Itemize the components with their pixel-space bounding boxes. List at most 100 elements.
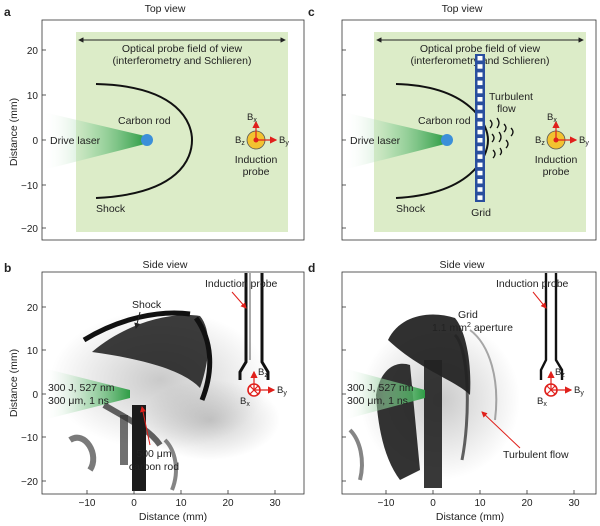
plot-frame (41, 19, 305, 241)
laser-label-2: 300 μm, 1 ns (48, 395, 109, 407)
shock-label: Shock (132, 299, 162, 311)
ytick-label: −10 (21, 181, 38, 192)
xtick-label: 30 (568, 498, 580, 509)
grid-aperture (477, 97, 483, 102)
turbulent-label-2: flow (497, 103, 516, 115)
ytick-label: 0 (32, 390, 38, 401)
laser-label-1: 300 J, 527 nm (347, 382, 414, 394)
turbulent-pointer (481, 411, 521, 449)
by-label: By (277, 385, 287, 397)
grid-aperture (477, 72, 483, 77)
turbulent-label-1: Turbulent (489, 91, 533, 103)
bx-label: Bx (537, 396, 547, 408)
fov-label-1: Optical probe field of view (122, 43, 243, 55)
carbon-rod (141, 134, 153, 146)
carbon-rod-label: Carbon rod (418, 115, 471, 127)
induction-label-1: Induction (535, 154, 578, 166)
grid-aperture (477, 162, 483, 168)
x-axis-label: Distance (mm) (139, 511, 207, 523)
grid-aperture (477, 146, 483, 151)
bx-label: Bz (235, 135, 245, 147)
turbulent-flow-marks (489, 117, 514, 159)
induction-label-2: probe (543, 166, 570, 178)
panel-title: Top view (442, 3, 483, 15)
xtick-label: −10 (378, 498, 395, 509)
plot-frame (341, 271, 597, 495)
drive-laser-label: Drive laser (50, 135, 101, 147)
rod-pointer (140, 406, 151, 446)
bz-label: Bz (258, 367, 268, 379)
xtick-label: 10 (474, 498, 486, 509)
by-label: By (579, 135, 589, 147)
ytick-label: 0 (32, 136, 38, 147)
carbon-rod (441, 134, 453, 146)
y-axis-label: Distance (mm) (8, 98, 20, 166)
x-axis-label: Distance (mm) (436, 511, 504, 523)
rod-label-1: 500 μm (136, 448, 171, 460)
drive-laser-beam (43, 368, 130, 420)
induction-label-1: Induction (235, 154, 278, 166)
shock-pointer (134, 311, 141, 329)
panel-letter: b (4, 261, 11, 275)
panel-title: Side view (440, 259, 485, 271)
bz-label: Bz (555, 367, 565, 379)
ytick-label: 20 (27, 46, 39, 57)
panel-title: Top view (145, 3, 186, 15)
xtick-label: 0 (131, 498, 137, 509)
induction-probe-pointer (532, 291, 547, 309)
xtick-label: 20 (521, 498, 533, 509)
xtick-label: 10 (175, 498, 187, 509)
laser-label-2: 300 μm, 1 ns (347, 395, 408, 407)
xtick-label: 0 (430, 498, 436, 509)
shock-label: Shock (96, 203, 126, 215)
grid-label-1: Grid (458, 309, 478, 321)
grid-aperture (477, 195, 483, 200)
grid-aperture (477, 129, 483, 135)
shock-front (95, 83, 194, 199)
ytick-label: 20 (27, 303, 39, 314)
shock-label: Shock (396, 203, 426, 215)
ytick-label: −20 (21, 477, 38, 488)
plot-frame (41, 271, 305, 495)
by-label: By (279, 135, 289, 147)
grid-aperture (477, 179, 483, 184)
schlieren-image (50, 273, 280, 491)
xtick-label: 20 (222, 498, 234, 509)
panel-b: b Side view 300 J, 527 nm 300 μm, 1 ns (4, 259, 305, 523)
ytick-label: 10 (27, 91, 39, 102)
drive-laser-beam (343, 368, 425, 420)
grid-aperture (477, 56, 483, 61)
panel-d: d Side view 300 J, 527 nm 300 μm, 1 ns B… (308, 259, 597, 523)
ytick-label: 10 (27, 346, 39, 357)
induction-probe-label: Induction probe (496, 278, 569, 290)
grid-aperture (477, 88, 483, 94)
turbulent-label: Turbulent flow (503, 449, 569, 461)
laser-label-1: 300 J, 527 nm (48, 382, 115, 394)
induction-label-2: probe (243, 166, 270, 178)
by-label: By (574, 385, 584, 397)
grid-aperture (477, 121, 483, 127)
bx-label: Bx (240, 396, 250, 408)
drive-laser-beam (43, 112, 145, 170)
bx-label: Bz (535, 135, 545, 147)
ytick-label: −20 (21, 224, 38, 235)
panel-c: c Top view Optical probe field of view (… (308, 3, 597, 241)
bz-label: Bx (547, 112, 557, 124)
bz-label: Bx (247, 112, 257, 124)
fov-label-1: Optical probe field of view (420, 43, 541, 55)
grid-aperture (477, 105, 483, 110)
panel-letter: c (308, 5, 315, 19)
grid-label: Grid (471, 207, 491, 219)
shock-front (395, 83, 490, 199)
grid-aperture (477, 138, 483, 143)
grid (475, 54, 485, 202)
grid-aperture (477, 113, 483, 118)
plot-frame (341, 19, 597, 241)
grid-aperture (477, 80, 483, 86)
grid-aperture (477, 187, 483, 192)
grid-aperture (477, 64, 483, 69)
fov-label-2: (interferometry and Schlieren) (113, 55, 252, 67)
panel-letter: d (308, 261, 315, 275)
xtick-label: 30 (269, 498, 281, 509)
carbon-rod-label: Carbon rod (118, 115, 171, 127)
